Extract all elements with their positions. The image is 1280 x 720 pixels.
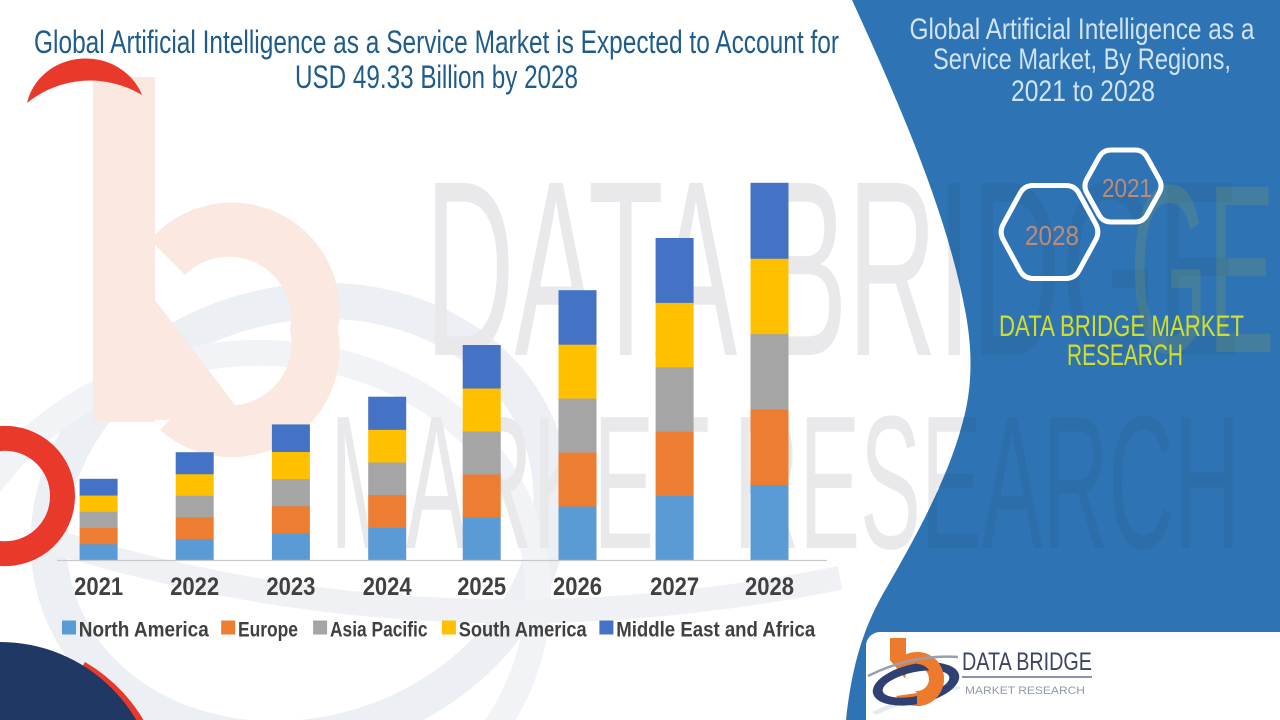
svg-text:2022: 2022 [170, 573, 219, 601]
svg-text:Service Market, By Regions,: Service Market, By Regions, [933, 43, 1231, 76]
svg-text:South America: South America [459, 619, 587, 642]
svg-text:USD 49.33 Billion by 2028: USD 49.33 Billion by 2028 [295, 59, 578, 95]
svg-text:DATA BRIDGE: DATA BRIDGE [962, 648, 1092, 676]
svg-text:2021 to 2028: 2021 to 2028 [1011, 75, 1155, 108]
svg-text:Middle East and Africa: Middle East and Africa [616, 619, 815, 642]
svg-text:2021: 2021 [1102, 173, 1152, 203]
svg-text:2023: 2023 [266, 573, 315, 601]
svg-text:Europe: Europe [238, 619, 298, 642]
svg-text:Asia Pacific: Asia Pacific [330, 619, 428, 642]
svg-text:2028: 2028 [1025, 220, 1079, 251]
svg-text:GE: GE [1130, 135, 1275, 403]
svg-text:2024: 2024 [363, 573, 412, 601]
svg-text:2021: 2021 [74, 573, 123, 601]
svg-text:Global Artificial Intelligence: Global Artificial Intelligence as a [910, 13, 1255, 46]
svg-text:North America: North America [79, 619, 209, 642]
svg-text:2027: 2027 [650, 573, 699, 601]
svg-text:2026: 2026 [553, 573, 602, 601]
svg-text:DATA BRIDGE MARKET: DATA BRIDGE MARKET [999, 310, 1244, 343]
svg-text:2025: 2025 [457, 573, 506, 601]
svg-text:2028: 2028 [745, 573, 794, 601]
svg-text:Global Artificial Intelligence: Global Artificial Intelligence as a Serv… [34, 24, 839, 60]
svg-text:MARKET RESEARCH: MARKET RESEARCH [965, 685, 1085, 697]
svg-text:RESEARCH: RESEARCH [1067, 339, 1183, 372]
